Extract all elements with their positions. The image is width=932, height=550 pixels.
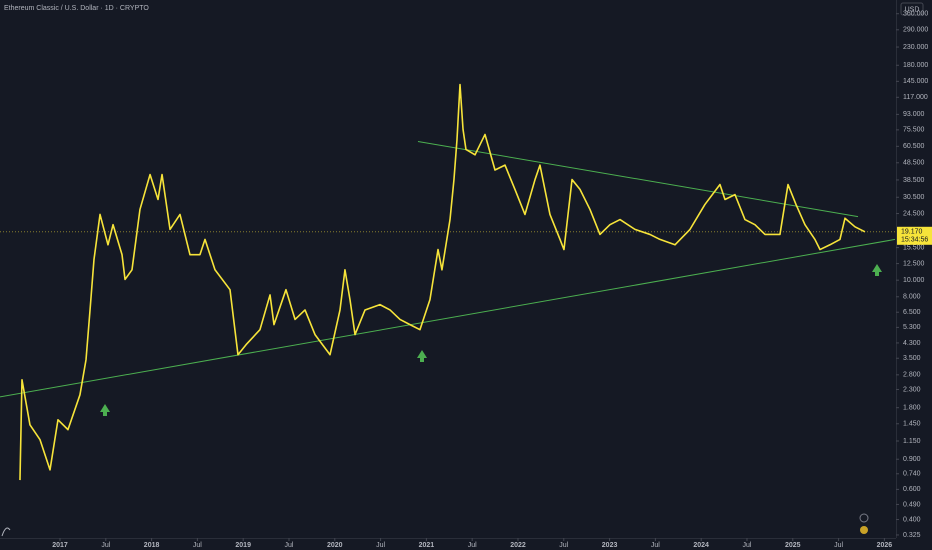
currency-box[interactable] xyxy=(900,2,924,16)
x-tick-label: Jul xyxy=(651,542,660,549)
icon[interactable] xyxy=(859,513,869,523)
y-tick-label: 10.000 xyxy=(903,277,925,284)
price-line xyxy=(19,83,866,481)
y-tick-label: 75.500 xyxy=(903,127,925,134)
y-tick-label: 1.150 xyxy=(903,438,921,445)
y-tick-label: 180.000 xyxy=(903,62,928,69)
arrow-icon xyxy=(417,350,427,362)
y-tick-label: 2.800 xyxy=(903,372,921,379)
y-tick-label: 38.500 xyxy=(903,177,925,184)
y-tick-label: 5.300 xyxy=(903,324,921,331)
x-tick-label: 2025 xyxy=(785,542,801,549)
y-tick-label: 360.000 xyxy=(903,11,928,18)
y-tick-label: 0.490 xyxy=(903,501,921,508)
y-tick-label: 8.000 xyxy=(903,294,921,301)
y-tick-label: 1.450 xyxy=(903,421,921,428)
y-tick-label: 0.400 xyxy=(903,516,921,523)
x-tick-label: 2026 xyxy=(877,542,893,549)
x-tick-label: Jul xyxy=(559,542,568,549)
x-tick-label: Jul xyxy=(743,542,752,549)
y-tick-label: 1.800 xyxy=(903,405,921,412)
last-price-box xyxy=(897,226,932,245)
x-tick-label: Jul xyxy=(468,542,477,549)
y-tick-label: 290.000 xyxy=(903,27,928,34)
y-tick-label: 24.500 xyxy=(903,210,925,217)
x-tick-label: Jul xyxy=(834,542,843,549)
plot xyxy=(0,83,896,481)
y-tick-label: 12.500 xyxy=(903,260,925,267)
y-tick-label: 48.500 xyxy=(903,160,925,167)
x-tick-label: 2017 xyxy=(52,542,68,549)
y-tick-label: 230.000 xyxy=(903,44,928,51)
y-tick-label: 0.740 xyxy=(903,471,921,478)
y-tick-label: 117.000 xyxy=(903,94,928,101)
x-tick-label: Jul xyxy=(193,542,202,549)
x-tick-label: 2018 xyxy=(144,542,160,549)
logo xyxy=(1,527,11,537)
y-tick-label: 3.500 xyxy=(903,355,921,362)
currency[interactable]: USD xyxy=(905,6,920,13)
y-tick-label: 145.000 xyxy=(903,78,928,85)
x-tick-label: 2020 xyxy=(327,542,343,549)
icon[interactable] xyxy=(860,526,868,534)
countdown: 15:34:56 xyxy=(901,237,928,244)
arrow-icon xyxy=(872,264,882,276)
x-tick-label: 2019 xyxy=(235,542,251,549)
y-tick-label: 2.300 xyxy=(903,386,921,393)
x-tick-label: 2023 xyxy=(602,542,618,549)
y-tick-label: 0.600 xyxy=(903,486,921,493)
y-tick-label: 0.325 xyxy=(903,532,921,539)
x-tick-label: Jul xyxy=(285,542,294,549)
y-tick-label: 93.000 xyxy=(903,111,925,118)
last-price-label: 19.170 xyxy=(901,229,923,236)
x-tick-label: 2024 xyxy=(693,542,709,549)
y-tick-label: 0.900 xyxy=(903,456,921,463)
y-tick-label: 4.300 xyxy=(903,340,921,347)
x-tick-label: Jul xyxy=(376,542,385,549)
chart-title: Ethereum Classic / U.S. Dollar · 1D · CR… xyxy=(4,5,149,12)
x-tick-label: Jul xyxy=(101,542,110,549)
arrow-icon xyxy=(100,404,110,416)
y-tick-label: 60.500 xyxy=(903,143,925,150)
y-tick-label: 15.500 xyxy=(903,244,925,251)
x-tick-label: 2022 xyxy=(510,542,526,549)
y-tick-label: 6.500 xyxy=(903,309,921,316)
trendline xyxy=(0,238,896,398)
y-tick-label: 30.500 xyxy=(903,194,925,201)
x-tick-label: 2021 xyxy=(419,542,435,549)
